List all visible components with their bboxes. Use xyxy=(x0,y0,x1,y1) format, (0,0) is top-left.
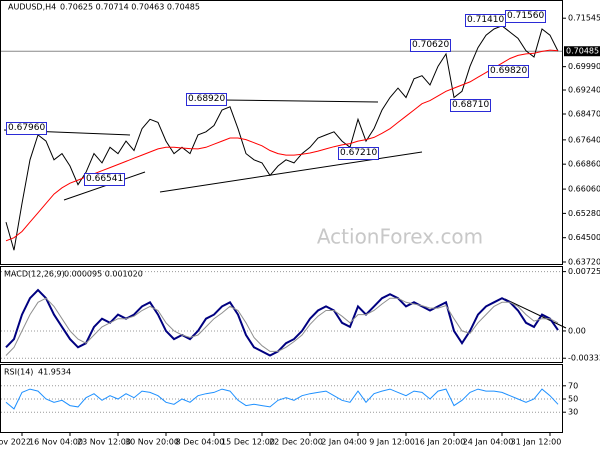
annotation: 0.69820 xyxy=(488,65,530,78)
x-tick-label: 9 Jan 12:00 xyxy=(369,438,415,447)
macd-values: 0.000095 0.001020 xyxy=(64,270,143,279)
series-line xyxy=(5,297,559,356)
annotation: 0.67210 xyxy=(338,147,380,160)
trend-line xyxy=(159,151,423,193)
y-tick-label: 0.69990 xyxy=(568,62,600,71)
annotation: 0.66541 xyxy=(84,173,126,186)
macd-title: MACD(12,26,9) xyxy=(4,270,65,279)
symbol-title: AUDUSD,H4 xyxy=(8,3,56,12)
price-panel xyxy=(0,0,563,265)
x-tick-label: 31 Jan 12:00 xyxy=(511,438,562,447)
y-tick-label: 0.64500 xyxy=(568,233,600,242)
series-line xyxy=(5,49,559,242)
y-tick-label: 0.68470 xyxy=(568,110,600,119)
y-tick-label: 0.00 xyxy=(568,326,586,335)
macd-panel xyxy=(0,266,563,363)
annotation: 0.68920 xyxy=(186,93,228,106)
y-tick-label: -0.003339 xyxy=(568,354,600,363)
x-tick-label: 23 Nov 12:00 xyxy=(77,438,131,447)
annotation: 0.67960 xyxy=(6,122,48,135)
x-tick-label: 30 Nov 20:00 xyxy=(125,438,179,447)
y-tick-label: 0.69240 xyxy=(568,86,600,95)
y-tick-label: 0.65280 xyxy=(568,209,600,218)
y-tick-label: 0.67640 xyxy=(568,135,600,144)
trend-line xyxy=(63,171,146,201)
annotation: 0.68710 xyxy=(450,99,492,112)
y-tick-label: 0.66860 xyxy=(568,160,600,169)
x-tick-label: 22 Dec 20:00 xyxy=(269,438,323,447)
y-tick-label: 0.66060 xyxy=(568,185,600,194)
rsi-value: 41.9534 xyxy=(38,368,71,377)
ohlc-values: 0.70625 0.70714 0.70463 0.70485 xyxy=(60,3,200,12)
trend-line xyxy=(504,298,567,329)
annotation: 0.71560 xyxy=(505,10,547,23)
annotation: 0.70620 xyxy=(410,39,452,52)
current-price-box xyxy=(564,46,600,57)
watermark: ActionForex.com xyxy=(317,225,483,249)
x-tick-label: 15 Dec 12:00 xyxy=(221,438,275,447)
x-tick-label: 16 Jan 20:00 xyxy=(415,438,466,447)
y-tick-label: 50 xyxy=(568,395,578,404)
y-tick-label: 0.71545 xyxy=(568,14,600,23)
series-line xyxy=(5,388,559,410)
x-tick-label: 8 Nov 2022 xyxy=(0,438,31,447)
current-price-label: 0.70485 xyxy=(566,47,599,56)
x-tick-label: 24 Jan 04:00 xyxy=(463,438,514,447)
rsi-title: RSI(14) xyxy=(4,368,33,377)
y-tick-label: 0.63720 xyxy=(568,258,600,267)
series-line xyxy=(5,25,559,251)
y-tick-label: 70 xyxy=(568,381,578,390)
trend-line xyxy=(221,99,379,103)
annotation: 0.71410 xyxy=(465,14,507,27)
x-tick-label: 16 Nov 04:00 xyxy=(29,438,83,447)
x-tick-label: 2 Jan 04:00 xyxy=(321,438,367,447)
y-tick-label: 30 xyxy=(568,408,578,417)
series-line xyxy=(5,288,559,357)
x-tick-label: 8 Dec 04:00 xyxy=(176,438,225,447)
y-tick-label: 0.007259 xyxy=(568,267,600,276)
